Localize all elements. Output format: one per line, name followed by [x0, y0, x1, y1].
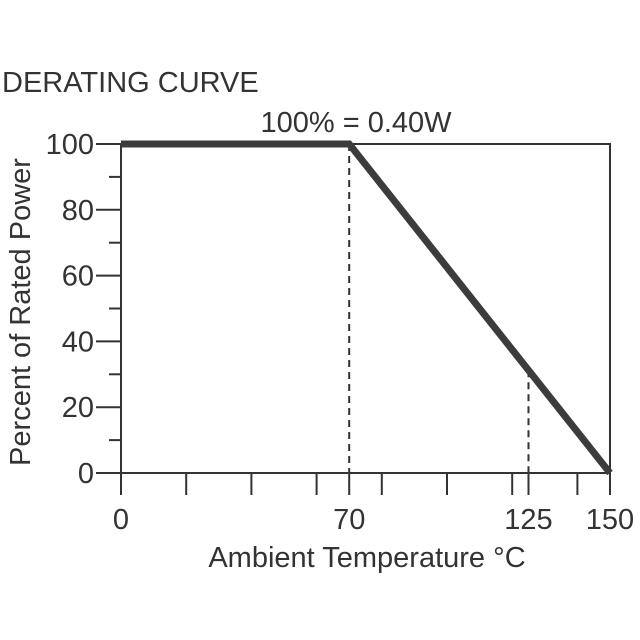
y-tick-label: 0 [78, 458, 94, 490]
y-tick-label: 100 [46, 129, 94, 161]
chart-annotation: 100% = 0.40W [260, 107, 452, 139]
curve-point [609, 472, 611, 474]
curve-point [348, 143, 350, 145]
x-tick-label: 0 [113, 504, 129, 536]
x-tick-label: 125 [504, 504, 552, 536]
y-tick-label: 40 [62, 326, 94, 358]
curve-point [120, 143, 122, 145]
x-tick-label: 70 [333, 504, 365, 536]
y-tick-label: 60 [62, 261, 94, 293]
plot-area: 0 20 40 60 80 100 0 70 125 150 [46, 129, 635, 536]
x-tick-label: 150 [586, 504, 634, 536]
chart-title: DERATING CURVE [2, 67, 259, 99]
y-tick-label: 20 [62, 392, 94, 424]
plot-frame [120, 143, 611, 474]
y-tick-label: 80 [62, 195, 94, 227]
derating-curve-line [121, 140, 613, 476]
y-axis-label: Percent of Rated Power [5, 158, 37, 466]
x-axis-label: Ambient Temperature °C [208, 542, 525, 574]
